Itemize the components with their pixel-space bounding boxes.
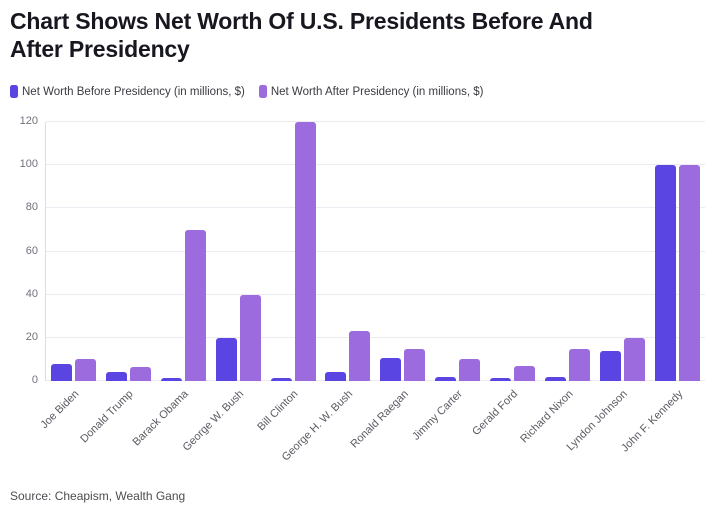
x-axis-label: Donald Trump xyxy=(78,388,136,446)
legend: Net Worth Before Presidency (in millions… xyxy=(10,85,483,98)
x-axis-label: George W. Bush xyxy=(180,388,246,454)
legend-item-before: Net Worth Before Presidency (in millions… xyxy=(10,85,245,98)
bar-group xyxy=(325,331,371,381)
bar-before xyxy=(435,376,457,381)
bar-before xyxy=(50,363,72,381)
gridline xyxy=(46,121,705,122)
bar-after xyxy=(624,337,646,381)
bars-layer xyxy=(46,122,705,381)
bar-before xyxy=(270,377,292,381)
bar-group xyxy=(490,365,536,381)
bar-group xyxy=(435,359,481,381)
bar-before xyxy=(380,358,402,381)
bar-after xyxy=(569,348,591,381)
bar-group xyxy=(215,294,261,381)
y-tick-label: 80 xyxy=(25,201,38,214)
gridline xyxy=(46,380,705,381)
gridline xyxy=(46,164,705,166)
legend-item-after: Net Worth After Presidency (in millions,… xyxy=(258,85,484,98)
x-axis-labels: Joe Biden Donald Trump Barack Obama George … xyxy=(38,388,704,483)
legend-label-before: Net Worth Before Presidency (in millions… xyxy=(22,85,245,98)
bar-group xyxy=(654,165,700,381)
bar-before xyxy=(600,350,622,381)
gridline xyxy=(46,293,705,295)
bar-group xyxy=(600,337,646,381)
legend-swatch-before-icon xyxy=(10,85,18,98)
bar-before xyxy=(654,165,676,381)
bar-group xyxy=(545,348,591,381)
bar-before xyxy=(490,377,512,381)
y-axis: 0 20 40 60 80 100 120 xyxy=(0,115,38,386)
bar-before xyxy=(160,377,182,381)
y-tick-label: 0 xyxy=(31,374,38,386)
bar-after xyxy=(404,348,426,381)
bar-after xyxy=(129,366,151,381)
bar-before xyxy=(105,372,127,381)
bar-after xyxy=(239,294,261,381)
bar-group xyxy=(160,229,206,381)
chart-title-line2: After Presidency xyxy=(10,36,190,62)
x-axis-label: John F. Kennedy xyxy=(618,388,686,455)
y-tick-label: 100 xyxy=(19,158,38,171)
gridline xyxy=(46,207,705,209)
bar-after xyxy=(184,229,206,381)
bar-before xyxy=(215,337,237,381)
x-axis-label: Gerald Ford xyxy=(470,388,521,438)
bar-before xyxy=(545,376,567,381)
bar-group xyxy=(50,359,96,381)
x-axis-label: Jimmy Carter xyxy=(410,388,466,443)
bar-after xyxy=(349,331,371,381)
bar-after xyxy=(459,359,481,381)
y-tick-label: 60 xyxy=(25,244,38,257)
bar-after xyxy=(678,165,700,381)
bar-after xyxy=(514,365,536,381)
plot-area xyxy=(45,121,705,381)
bar-group xyxy=(380,348,426,381)
x-axis-label: Barack Obama xyxy=(130,388,191,449)
legend-label-after: Net Worth After Presidency (in millions,… xyxy=(270,85,484,98)
chart-title-line1: Chart Shows Net Worth Of U.S. Presidents… xyxy=(10,8,593,34)
gridline xyxy=(46,336,705,338)
y-tick-label: 40 xyxy=(25,287,38,300)
x-axis-label: Bill Clinton xyxy=(255,388,301,434)
bar-group xyxy=(270,122,316,381)
chart-title: Chart Shows Net Worth Of U.S. Presidents… xyxy=(10,7,700,63)
x-axis-label: Joe Biden xyxy=(37,388,81,432)
bar-after xyxy=(74,359,96,381)
x-axis-label: Ronald Raegan xyxy=(347,388,411,451)
source-note: Source: Cheapism, Wealth Gang xyxy=(10,489,186,503)
gridline xyxy=(46,250,705,252)
legend-swatch-after-icon xyxy=(258,85,267,98)
bar-before xyxy=(325,372,347,381)
x-axis-label: Richard Nixon xyxy=(517,388,576,446)
bar-group xyxy=(105,366,151,381)
y-tick-label: 20 xyxy=(25,330,38,343)
bar-after xyxy=(294,122,316,381)
y-tick-label: 120 xyxy=(19,115,38,127)
